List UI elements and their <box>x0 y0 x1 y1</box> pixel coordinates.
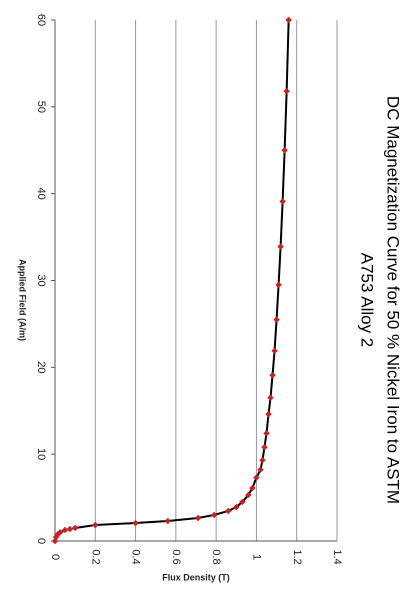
data-point <box>277 243 284 250</box>
data-point <box>253 474 260 481</box>
data-point <box>271 347 278 355</box>
data-point <box>210 511 218 519</box>
chart-title: DC Magnetization Curve for 50 % Nickel I… <box>384 96 403 504</box>
data-point <box>233 503 240 511</box>
x-tick-label: 1.2 <box>291 549 303 564</box>
data-point <box>225 507 232 515</box>
data-point <box>66 525 74 533</box>
y-tick-label: 40 <box>35 188 47 200</box>
x-tick-label: 0 <box>49 554 61 560</box>
x-axis-title: Flux Density (T) <box>162 572 230 582</box>
data-point <box>239 498 246 506</box>
data-point <box>245 491 252 499</box>
y-tick-label: 50 <box>35 101 47 113</box>
y-tick-label: 20 <box>35 361 47 373</box>
data-point <box>279 198 286 205</box>
data-point <box>257 466 264 473</box>
data-point <box>132 519 139 527</box>
data-point <box>263 430 270 437</box>
x-tick-label: 0.6 <box>170 549 182 564</box>
data-point <box>283 88 290 95</box>
data-point <box>273 316 280 323</box>
x-tick-label: 0.2 <box>89 549 101 564</box>
data-point <box>52 533 60 541</box>
data-point <box>269 371 276 379</box>
x-tick-label: 1 <box>251 554 263 560</box>
data-point <box>267 394 274 401</box>
data-point <box>71 524 79 532</box>
x-tick-label: 1.4 <box>331 549 343 564</box>
y-tick-label: 10 <box>35 448 47 460</box>
data-point <box>249 484 256 492</box>
y-tick-label: 0 <box>35 538 47 544</box>
y-tick-label: 60 <box>35 14 47 26</box>
data-point <box>92 521 99 529</box>
x-tick-label: 0.8 <box>210 549 222 564</box>
data-point <box>61 526 69 534</box>
data-point <box>261 444 268 451</box>
y-axis-title: Applied Field (A/m) <box>18 259 28 341</box>
data-point <box>265 411 272 418</box>
data-point <box>164 517 171 525</box>
x-tick-label: 0.4 <box>130 549 142 564</box>
y-tick-label: 30 <box>35 274 47 286</box>
data-point <box>56 529 64 536</box>
data-point <box>259 457 266 464</box>
data-point <box>275 281 282 289</box>
chart-title: A753 Alloy 2 <box>358 253 377 348</box>
data-point <box>194 514 202 522</box>
data-point <box>285 16 292 24</box>
data-point <box>281 147 288 154</box>
